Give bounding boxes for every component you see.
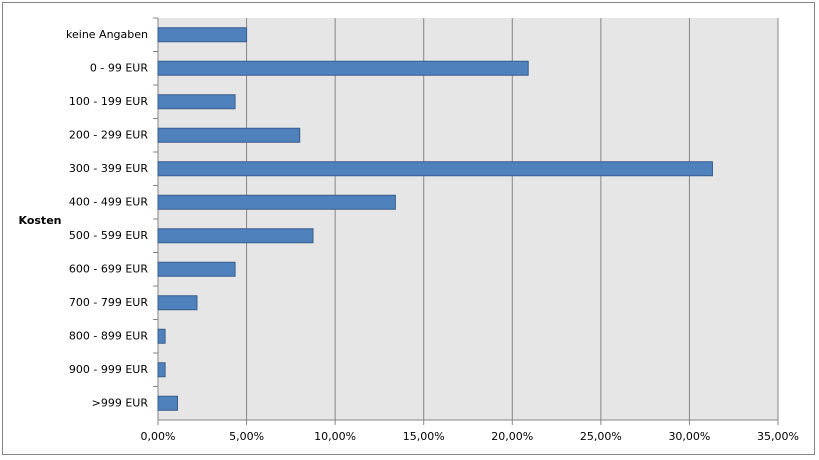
bar	[157, 328, 166, 344]
y-tick-label: 100 - 199 EUR	[69, 95, 148, 108]
x-tick-label: 15,00%	[403, 430, 445, 443]
bar	[157, 194, 396, 210]
y-tick-label: >999 EUR	[92, 396, 149, 409]
bar	[157, 161, 713, 177]
x-tick-label: 0,00%	[141, 430, 176, 443]
y-tick-label: 500 - 599 EUR	[69, 229, 148, 242]
y-tick-label: 600 - 699 EUR	[69, 262, 148, 275]
y-tick-label: 700 - 799 EUR	[69, 296, 148, 309]
x-tick-label: 25,00%	[580, 430, 622, 443]
bar	[157, 94, 236, 110]
y-tick-label: keine Angaben	[66, 28, 148, 41]
bar	[157, 60, 529, 76]
y-tick-label: 400 - 499 EUR	[69, 195, 148, 208]
bar	[157, 295, 198, 311]
y-tick-label: 800 - 899 EUR	[69, 329, 148, 342]
bar	[157, 127, 301, 143]
y-tick-label: 300 - 399 EUR	[69, 162, 148, 175]
y-tick-label: 900 - 999 EUR	[69, 363, 148, 376]
x-tick-label: 20,00%	[491, 430, 533, 443]
x-tick-label: 5,00%	[229, 430, 264, 443]
x-tick-label: 35,00%	[757, 430, 799, 443]
bar	[157, 27, 248, 43]
y-axis-label: Kosten	[19, 214, 62, 227]
x-tick-label: 30,00%	[668, 430, 710, 443]
bar	[157, 395, 178, 411]
plot-area	[158, 18, 778, 420]
bar	[157, 228, 314, 244]
bar	[157, 362, 166, 378]
y-tick-label: 200 - 299 EUR	[69, 128, 148, 141]
x-tick-label: 10,00%	[314, 430, 356, 443]
bar	[157, 261, 236, 277]
y-tick-label: 0 - 99 EUR	[90, 61, 148, 74]
